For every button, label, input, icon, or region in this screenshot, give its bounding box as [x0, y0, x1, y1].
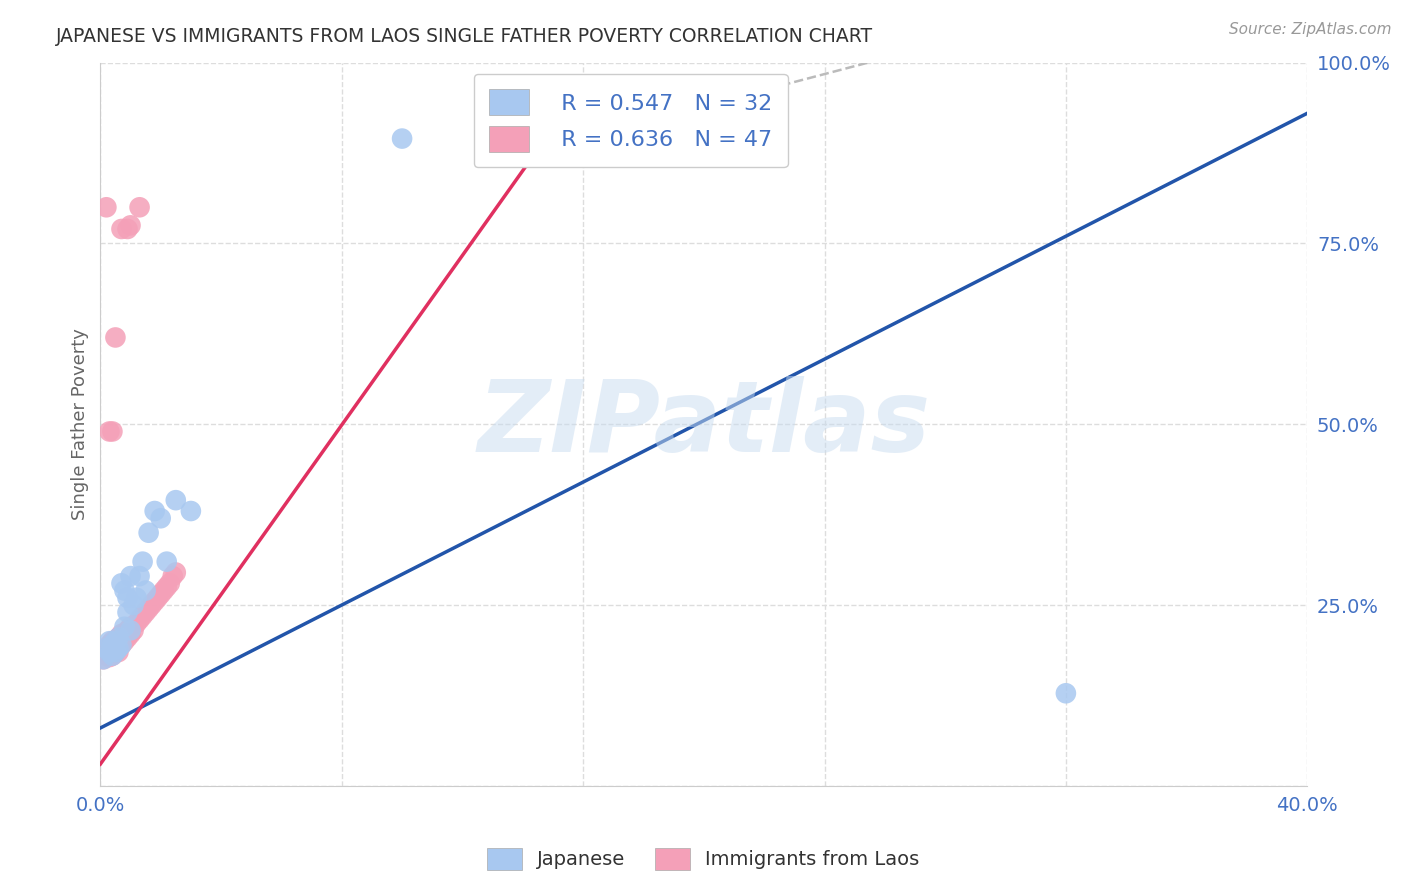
Point — [98, 650, 121, 665]
Point — [114, 627, 136, 641]
Point — [98, 645, 121, 659]
Point — [110, 576, 132, 591]
Point — [110, 222, 132, 236]
Point — [128, 200, 150, 214]
Point — [138, 601, 160, 615]
Point — [122, 598, 145, 612]
Point — [481, 131, 503, 145]
Point — [96, 641, 118, 656]
Point — [104, 634, 127, 648]
Point — [141, 598, 163, 612]
Point — [143, 594, 166, 608]
Point — [104, 634, 127, 648]
Point — [1054, 686, 1077, 700]
Point — [114, 620, 136, 634]
Point — [180, 504, 202, 518]
Point — [165, 566, 187, 580]
Point — [110, 627, 132, 641]
Point — [101, 425, 124, 439]
Point — [131, 555, 153, 569]
Point — [110, 638, 132, 652]
Point — [101, 634, 124, 648]
Point — [120, 624, 142, 638]
Point — [143, 504, 166, 518]
Point — [117, 591, 139, 605]
Point — [114, 634, 136, 648]
Legend: Japanese, Immigrants from Laos: Japanese, Immigrants from Laos — [479, 839, 927, 878]
Point — [135, 583, 157, 598]
Point — [165, 493, 187, 508]
Point — [101, 638, 124, 652]
Point — [391, 131, 413, 145]
Point — [101, 648, 124, 663]
Point — [107, 645, 129, 659]
Point — [104, 645, 127, 659]
Legend:   R = 0.547   N = 32,   R = 0.636   N = 47: R = 0.547 N = 32, R = 0.636 N = 47 — [474, 74, 787, 168]
Point — [117, 222, 139, 236]
Point — [156, 580, 179, 594]
Text: JAPANESE VS IMMIGRANTS FROM LAOS SINGLE FATHER POVERTY CORRELATION CHART: JAPANESE VS IMMIGRANTS FROM LAOS SINGLE … — [56, 27, 873, 45]
Point — [128, 569, 150, 583]
Point — [98, 634, 121, 648]
Point — [110, 638, 132, 652]
Point — [117, 631, 139, 645]
Point — [101, 645, 124, 659]
Text: Source: ZipAtlas.com: Source: ZipAtlas.com — [1229, 22, 1392, 37]
Point — [96, 200, 118, 214]
Point — [107, 631, 129, 645]
Point — [114, 583, 136, 598]
Point — [138, 525, 160, 540]
Point — [93, 645, 115, 659]
Point — [93, 652, 115, 666]
Point — [122, 624, 145, 638]
Point — [131, 608, 153, 623]
Point — [162, 569, 184, 583]
Point — [120, 569, 142, 583]
Point — [125, 591, 148, 605]
Point — [128, 613, 150, 627]
Point — [93, 652, 115, 666]
Text: ZIPatlas: ZIPatlas — [477, 376, 931, 473]
Point — [149, 511, 172, 525]
Point — [146, 591, 169, 605]
Point — [104, 638, 127, 652]
Point — [101, 648, 124, 663]
Point — [125, 616, 148, 631]
Point — [96, 648, 118, 663]
Point — [135, 605, 157, 619]
Point — [149, 587, 172, 601]
Point — [117, 605, 139, 619]
Point — [120, 620, 142, 634]
Point — [159, 576, 181, 591]
Point — [107, 641, 129, 656]
Point — [117, 624, 139, 638]
Point — [152, 583, 174, 598]
Point — [107, 631, 129, 645]
Point — [120, 219, 142, 233]
Point — [120, 627, 142, 641]
Point — [104, 645, 127, 659]
Point — [104, 330, 127, 344]
Point — [156, 555, 179, 569]
Y-axis label: Single Father Poverty: Single Father Poverty — [72, 328, 89, 520]
Point — [98, 638, 121, 652]
Point — [96, 641, 118, 656]
Point — [107, 634, 129, 648]
Point — [98, 641, 121, 656]
Point — [98, 425, 121, 439]
